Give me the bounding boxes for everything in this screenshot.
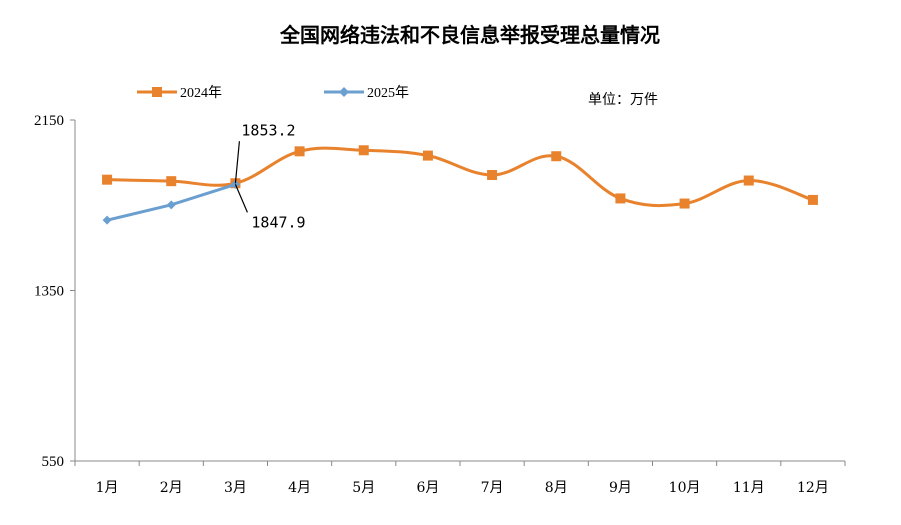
x-tick-label: 2月 [160,480,183,496]
data-point [743,175,754,186]
x-tick-label: 7月 [481,480,504,496]
series-0 [102,145,818,209]
legend-label-2025: 2025年 [367,85,409,101]
y-tick-label: 1350 [34,284,64,300]
data-point [102,215,112,225]
data-point [166,200,176,210]
annotation-leader [234,141,241,184]
x-tick-label: 1月 [96,480,119,496]
x-tick-label: 3月 [224,480,247,496]
data-label: 1853.2 [241,121,295,139]
x-tick-label: 12月 [797,480,829,496]
axes: 550 1350 2150 1月 2月 3月 4月 5月 6月 7月 8月 9月 10月 11月 12月 [34,113,846,496]
x-tick-label: 6月 [416,480,439,496]
annotation-leader [234,184,248,213]
x-tick-label: 9月 [609,480,632,496]
x-tick-label: 8月 [545,480,568,496]
data-point [422,150,433,161]
data-point [102,174,113,185]
x-tick-label: 5月 [352,480,375,496]
data-point [551,151,562,162]
annotations: 1853.2 1847.9 [234,121,306,231]
data-label: 1847.9 [251,213,305,231]
series-layer [102,145,818,225]
y-tick-label: 2150 [34,113,64,129]
x-tick-label: 10月 [669,480,701,496]
data-point [358,145,369,156]
data-point [615,193,626,204]
x-tick-label: 4月 [288,480,311,496]
series-line [107,146,814,208]
data-point [487,169,498,180]
legend: 2024年 2025年 [137,85,409,101]
chart-title: 全国网络违法和不良信息举报受理总量情况 [279,23,660,47]
data-point [679,198,690,209]
data-point [807,194,818,205]
legend-label-2024: 2024年 [180,85,222,101]
legend-marker-2025 [339,87,349,97]
legend-marker-2024 [152,87,162,97]
y-tick-label: 550 [42,454,65,470]
data-point [294,146,305,157]
unit-note: 单位：万件 [588,92,658,108]
series-1 [102,179,240,225]
x-tick-label: 11月 [733,480,765,496]
data-point [166,176,177,187]
